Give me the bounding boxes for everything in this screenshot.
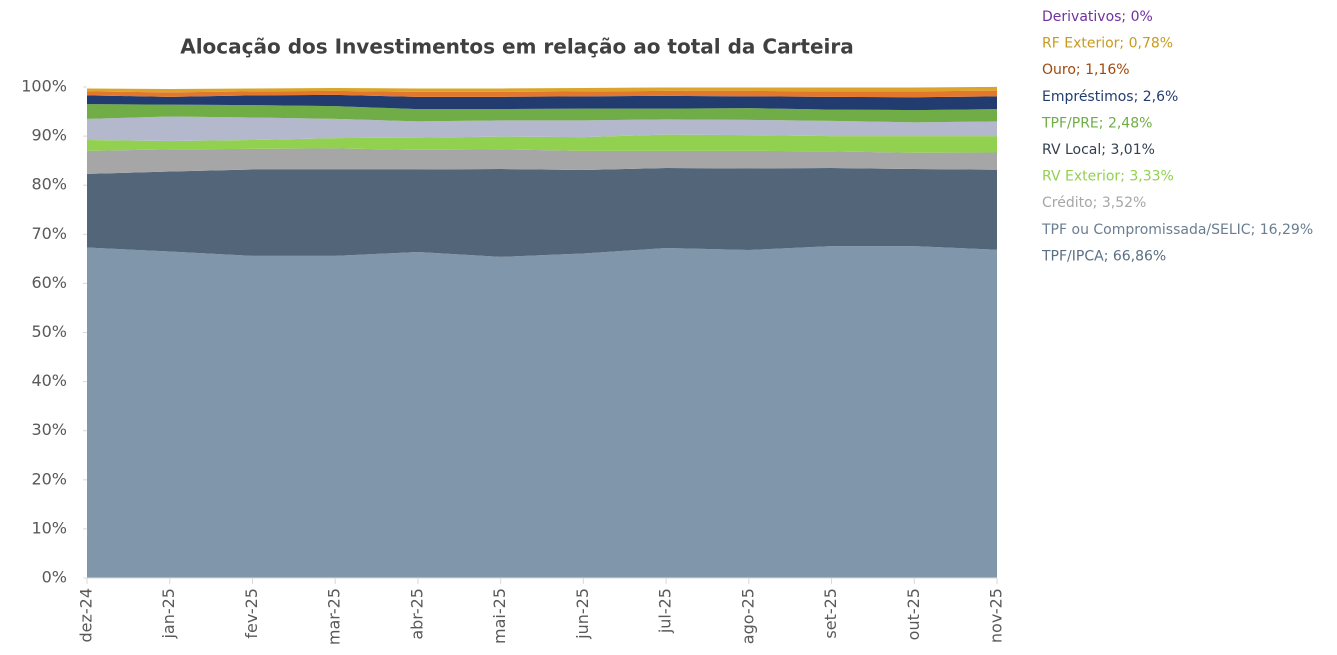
area xyxy=(87,94,997,111)
x-tick-label: dez-24 xyxy=(77,588,96,643)
legend-entry: TPF/PRE; 2,48% xyxy=(1041,115,1152,131)
legend-entry: TPF/IPCA; 66,86% xyxy=(1041,248,1166,264)
x-tick-label: jun-25 xyxy=(573,588,592,640)
y-tick-label: 60% xyxy=(31,273,67,292)
y-tick-label: 90% xyxy=(31,126,67,145)
area xyxy=(87,134,997,153)
legend-entry: Ouro; 1,16% xyxy=(1042,62,1130,78)
legend-entry: TPF ou Compromissada/SELIC; 16,29% xyxy=(1041,222,1313,238)
legend-entry: Derivativos; 0% xyxy=(1042,9,1153,25)
y-tick-label: 80% xyxy=(31,175,67,194)
area xyxy=(87,90,997,98)
area xyxy=(87,168,997,257)
y-tick-label: 40% xyxy=(31,371,67,390)
y-tick-label: 20% xyxy=(31,469,67,488)
y-tick-label: 10% xyxy=(31,518,67,537)
y-tick-label: 70% xyxy=(31,224,67,243)
y-tick-label: 50% xyxy=(31,322,67,341)
legend-entry: RV Exterior; 3,33% xyxy=(1042,169,1174,185)
legend-entry: Empréstimos; 2,6% xyxy=(1042,89,1178,105)
chart-title: Alocação dos Investimentos em relação ao… xyxy=(180,35,854,59)
legend-entry: RF Exterior; 0,78% xyxy=(1042,36,1173,52)
legend-entry: Crédito; 3,52% xyxy=(1042,195,1146,211)
area xyxy=(87,86,997,93)
area xyxy=(87,116,997,142)
x-tick-label: nov-25 xyxy=(987,588,1006,643)
y-tick-label: 0% xyxy=(42,568,67,587)
area xyxy=(87,148,997,174)
x-tick-label: ago-25 xyxy=(738,588,757,644)
x-tick-label: out-25 xyxy=(904,588,923,640)
x-tick-label: mai-25 xyxy=(490,588,509,644)
y-tick-label: 100% xyxy=(21,77,67,96)
x-tick-label: jan-25 xyxy=(159,588,178,640)
x-tick-label: abr-25 xyxy=(407,588,426,640)
area xyxy=(87,246,997,579)
area xyxy=(87,104,997,123)
legend-entry: RV Local; 3,01% xyxy=(1042,142,1155,158)
y-tick-label: 30% xyxy=(31,420,67,439)
x-tick-label: mar-25 xyxy=(325,588,344,645)
x-tick-label: set-25 xyxy=(821,588,840,639)
x-tick-label: jul-25 xyxy=(656,588,675,634)
x-tick-label: fev-25 xyxy=(242,588,261,639)
